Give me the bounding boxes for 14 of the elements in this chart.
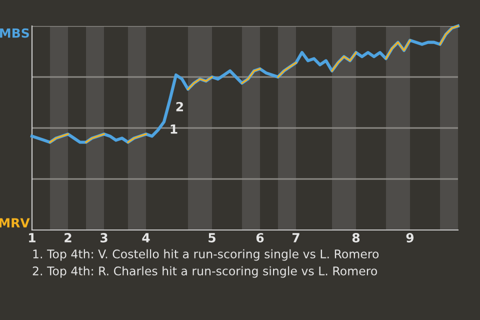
x-tick-label: 5 — [208, 233, 216, 242]
x-tick-label: 3 — [100, 233, 108, 242]
text: 2. Top 4th: R. Charles hit a run-scoring single vs L. Romero — [32, 266, 378, 278]
x-tick-label: 2 — [64, 233, 72, 242]
x-tick-label: 9 — [406, 233, 414, 242]
annotation: 1 — [170, 124, 178, 134]
text: 1. Top 4th: V. Costello hit a run-scoring single vs L. Romero — [33, 249, 379, 261]
x-tick-label: 1 — [29, 233, 36, 242]
text: MBS — [0, 28, 29, 38]
x-tick-label: 8 — [352, 233, 360, 242]
annotation: 2 — [176, 102, 183, 112]
x-tick-label: 6 — [256, 233, 264, 242]
x-tick-label: 7 — [292, 233, 300, 242]
x-tick-label: 4 — [142, 233, 150, 242]
